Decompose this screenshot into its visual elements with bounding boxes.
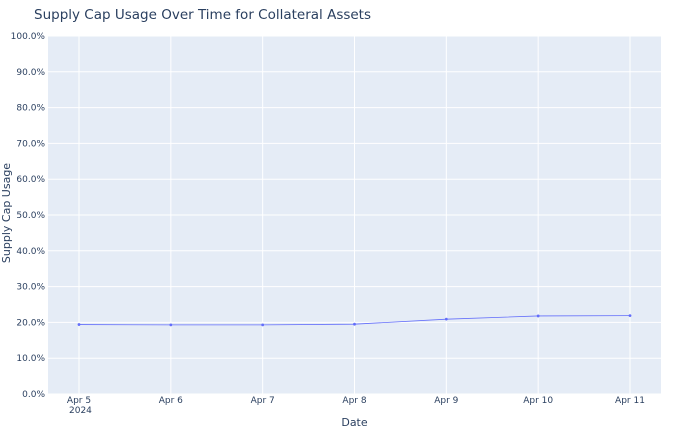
data-point xyxy=(353,322,356,326)
y-tick-label: 30.0% xyxy=(16,283,45,293)
y-tick-label: 70.0% xyxy=(16,139,45,149)
x-axis-ticks: Apr 5 Apr 6 Apr 7 Apr 8 Apr 9 Apr 10 Apr 11 xyxy=(67,396,645,406)
data-point xyxy=(169,323,173,327)
y-tick-label: 40.0% xyxy=(16,247,45,257)
data-point xyxy=(628,314,632,317)
y-tick-label: 80.0% xyxy=(16,104,45,114)
chart-title: Supply Cap Usage Over Time for Collatera… xyxy=(34,7,371,23)
y-tick-label: 50.0% xyxy=(16,211,45,221)
data-point xyxy=(261,323,265,327)
x-tick-label: Apr 8 xyxy=(342,396,366,406)
x-tick-label: Apr 9 xyxy=(434,396,458,406)
x-tick-label: Apr 11 xyxy=(615,396,645,406)
data-point xyxy=(444,317,448,321)
x-tick-label: Apr 6 xyxy=(159,396,183,406)
y-axis-title: Supply Cap Usage xyxy=(0,163,13,263)
x-tick-label: Apr 7 xyxy=(251,396,275,406)
x-tick-label: Apr 10 xyxy=(523,396,553,406)
x-axis-title: Date xyxy=(341,416,368,429)
x-year-label: 2024 xyxy=(69,406,92,416)
y-tick-label: 20.0% xyxy=(16,318,45,328)
y-tick-label: 100.0% xyxy=(11,32,46,42)
data-point xyxy=(536,314,540,318)
y-axis-ticks: 0.0% 10.0% 20.0% 30.0% 40.0% 50.0% 60.0% 70.0% 8… xyxy=(11,32,46,400)
y-tick-label: 90.0% xyxy=(16,68,45,78)
series-points xyxy=(77,314,632,327)
x-tick-label: Apr 5 xyxy=(67,396,91,406)
x-gridlines xyxy=(78,36,631,394)
y-tick-label: 60.0% xyxy=(16,175,45,185)
y-tick-label: 0.0% xyxy=(22,390,45,400)
y-tick-label: 10.0% xyxy=(16,354,45,364)
data-point xyxy=(77,323,81,326)
